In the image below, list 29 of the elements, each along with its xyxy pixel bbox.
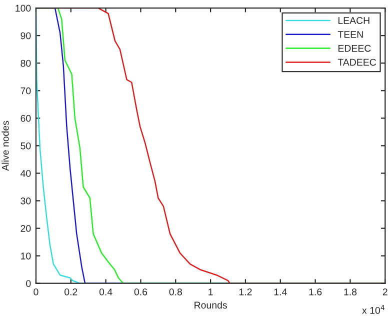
y-tick-label: 20 (20, 225, 31, 232)
x-tick-label: 1.4 (274, 288, 287, 296)
y-tick-label: 0 (26, 280, 31, 287)
text: x 10$^{4}$ (362, 305, 384, 314)
legend-label: LEACH (338, 17, 370, 24)
y-tick-label: 50 (20, 142, 31, 150)
x-tick-label: 1.2 (239, 288, 252, 296)
x-tick-label: 0.4 (99, 288, 112, 296)
x-tick-label: 1 (208, 288, 213, 296)
x-tick-label: 1.8 (344, 288, 357, 296)
y-tick-label: 60 (20, 114, 31, 122)
legend-label: TADEEC (338, 58, 376, 66)
y-axis-title: Alive nodes (2, 120, 9, 171)
legend-label: TEEN (338, 31, 363, 38)
y-tick-label: 100 (16, 4, 31, 12)
y-tick-label: 10 (21, 252, 31, 260)
x-tick-label: 1.6 (309, 288, 322, 296)
x-tick-label: 0.8 (169, 288, 182, 296)
x-tick-label: 0.6 (134, 288, 148, 296)
x-tick-label: 2 (382, 288, 388, 296)
y-tick-label: 80 (20, 60, 31, 67)
x-axis-title: Rounds (194, 301, 227, 309)
x-tick-label: 0 (34, 288, 38, 296)
legend-label: EDEEC (338, 44, 371, 52)
y-tick-label: 90 (20, 32, 31, 40)
y-tick-label: 30 (20, 198, 31, 204)
x-tick-label: 0.2 (64, 288, 78, 296)
y-tick-label: 70 (20, 87, 31, 94)
y-tick-label: 40 (20, 170, 31, 177)
